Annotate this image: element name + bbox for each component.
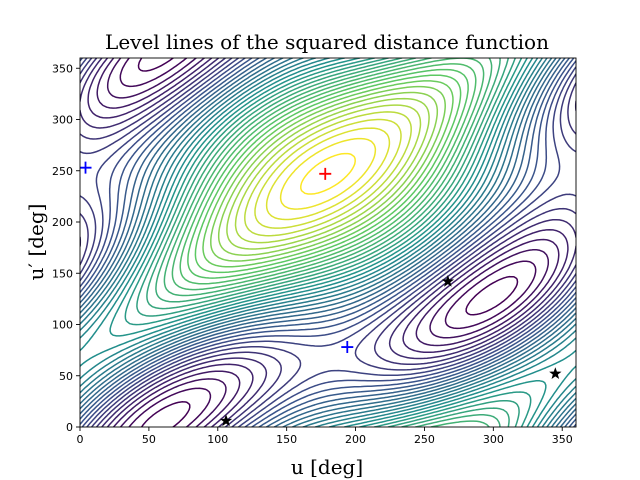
contour-level-line bbox=[106, 58, 550, 427]
contour-level-line bbox=[279, 137, 377, 210]
x-tick-label: 350 bbox=[552, 433, 573, 446]
y-tick-label: 350 bbox=[52, 62, 73, 75]
contour-level-line bbox=[80, 58, 576, 427]
contour-level-line bbox=[210, 85, 446, 262]
y-tick-label: 200 bbox=[52, 216, 73, 229]
y-tick-label: 50 bbox=[59, 370, 73, 383]
y-tick-label: 0 bbox=[66, 421, 73, 434]
plus-marker bbox=[319, 167, 332, 180]
y-axis-label: u′ [deg] bbox=[24, 204, 48, 281]
star-marker bbox=[219, 414, 233, 427]
contour-level-line bbox=[202, 80, 454, 268]
contour-level-line bbox=[234, 104, 422, 244]
point-markers bbox=[80, 161, 562, 427]
y-axis-ticks: 0 50 100 150 200 250 300 350 bbox=[52, 62, 80, 434]
star-marker bbox=[549, 367, 562, 379]
y-tick-label: 250 bbox=[52, 165, 73, 178]
y-tick-label: 100 bbox=[52, 319, 73, 332]
contour-level-line bbox=[244, 111, 412, 237]
star-marker bbox=[441, 274, 455, 287]
x-tick-label: 50 bbox=[142, 433, 156, 446]
contour-level-line bbox=[80, 58, 576, 427]
y-tick-label: 300 bbox=[52, 114, 73, 127]
x-tick-label: 0 bbox=[77, 433, 84, 446]
contour-level-line bbox=[80, 58, 576, 427]
plus-marker bbox=[341, 341, 354, 354]
x-tick-label: 250 bbox=[414, 433, 435, 446]
contour-level-line bbox=[80, 58, 576, 427]
contour-level-line bbox=[80, 58, 576, 427]
contour-level-line bbox=[80, 58, 576, 427]
contour-level-line bbox=[300, 152, 356, 195]
plus-marker bbox=[80, 161, 92, 174]
contour-level-line bbox=[96, 58, 560, 427]
contour-level-line bbox=[80, 58, 576, 427]
contour-lines bbox=[80, 58, 576, 427]
contour-level-line bbox=[80, 58, 576, 427]
contour-level-line bbox=[226, 97, 430, 250]
chart-title: Level lines of the squared distance func… bbox=[105, 30, 549, 54]
x-axis-ticks: 0 50 100 150 200 250 300 350 bbox=[77, 427, 573, 446]
contour-level-line bbox=[80, 58, 576, 427]
contour-level-line bbox=[171, 58, 485, 291]
contour-level-line bbox=[137, 58, 519, 427]
contour-level-line bbox=[87, 58, 569, 427]
contour-level-line bbox=[187, 68, 469, 279]
contour-level-line bbox=[194, 74, 462, 274]
x-tick-label: 200 bbox=[345, 433, 366, 446]
x-tick-label: 100 bbox=[207, 433, 228, 446]
contour-level-line bbox=[80, 58, 576, 427]
contour-level-line bbox=[217, 91, 439, 256]
x-tick-label: 300 bbox=[483, 433, 504, 446]
contour-level-line bbox=[265, 127, 391, 221]
plot-frame bbox=[79, 57, 577, 428]
x-tick-label: 150 bbox=[276, 433, 297, 446]
y-tick-label: 150 bbox=[52, 267, 73, 280]
contour-level-line bbox=[254, 118, 402, 229]
contour-level-line bbox=[179, 63, 477, 285]
x-axis-label: u [deg] bbox=[291, 455, 363, 479]
